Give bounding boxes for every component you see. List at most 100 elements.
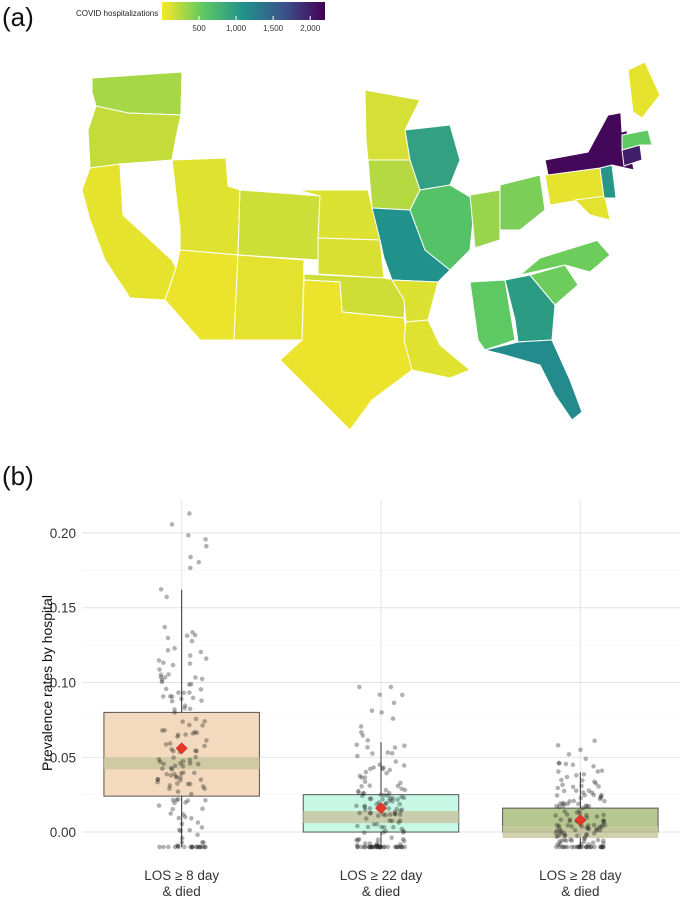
data-point bbox=[369, 844, 375, 850]
data-point bbox=[598, 824, 604, 830]
data-point bbox=[192, 632, 198, 638]
data-point bbox=[195, 761, 201, 767]
data-point bbox=[598, 844, 603, 850]
data-point bbox=[185, 798, 191, 803]
data-point bbox=[578, 795, 584, 801]
data-point bbox=[155, 776, 161, 782]
data-point bbox=[170, 797, 176, 803]
data-point bbox=[168, 773, 174, 778]
data-point bbox=[155, 779, 160, 785]
data-point bbox=[400, 836, 406, 842]
data-point bbox=[178, 771, 184, 776]
data-point bbox=[368, 844, 374, 850]
data-point bbox=[555, 785, 561, 791]
data-point bbox=[584, 844, 590, 850]
data-point bbox=[589, 790, 595, 796]
data-point bbox=[375, 844, 381, 850]
data-point bbox=[397, 812, 403, 817]
data-point bbox=[367, 844, 373, 850]
data-point bbox=[355, 837, 361, 843]
data-point bbox=[580, 805, 586, 811]
data-point bbox=[374, 842, 380, 848]
data-point bbox=[399, 807, 405, 813]
data-point bbox=[169, 694, 175, 699]
data-point bbox=[555, 833, 561, 839]
data-point bbox=[167, 693, 173, 699]
data-point bbox=[175, 789, 181, 795]
data-point bbox=[189, 638, 195, 644]
data-point bbox=[164, 594, 170, 600]
data-point bbox=[398, 808, 403, 814]
data-point bbox=[372, 844, 378, 850]
data-point bbox=[178, 760, 183, 766]
data-point bbox=[392, 844, 398, 850]
state-montana bbox=[196, 71, 309, 139]
data-point bbox=[188, 681, 194, 687]
data-point bbox=[390, 716, 396, 721]
data-point bbox=[185, 781, 191, 787]
data-point bbox=[175, 734, 180, 739]
data-point bbox=[176, 827, 182, 833]
state-illinois bbox=[409, 184, 476, 271]
data-point bbox=[401, 795, 407, 801]
data-point bbox=[374, 841, 380, 846]
data-point bbox=[565, 844, 570, 850]
data-point bbox=[572, 827, 578, 833]
data-point bbox=[194, 844, 200, 850]
data-point bbox=[567, 817, 573, 822]
data-point bbox=[381, 844, 387, 850]
data-point bbox=[556, 769, 561, 774]
data-point bbox=[190, 629, 195, 635]
state-new-mexico bbox=[233, 254, 305, 341]
data-point bbox=[592, 779, 597, 785]
data-point bbox=[366, 844, 372, 850]
state-new-york bbox=[544, 111, 635, 176]
legend-tick-label: 1,500 bbox=[263, 24, 284, 33]
data-point bbox=[370, 844, 376, 850]
data-point bbox=[187, 565, 193, 571]
data-point bbox=[397, 801, 403, 807]
state-colorado bbox=[237, 189, 321, 261]
data-point bbox=[586, 803, 592, 809]
data-point bbox=[402, 787, 408, 793]
x-tick-label: LOS ≥ 28 day & died bbox=[539, 868, 622, 899]
data-point bbox=[202, 797, 208, 803]
data-point bbox=[359, 844, 364, 850]
state-wyoming bbox=[227, 129, 303, 191]
data-point bbox=[367, 841, 373, 846]
data-point bbox=[184, 633, 190, 639]
data-point bbox=[395, 797, 400, 802]
data-point bbox=[579, 778, 585, 783]
data-point bbox=[186, 511, 192, 516]
data-point bbox=[582, 836, 587, 842]
y-tick-label: 0.05 bbox=[50, 750, 76, 765]
data-point bbox=[162, 727, 168, 733]
state-maryland bbox=[573, 195, 611, 221]
data-point bbox=[584, 832, 590, 838]
data-point bbox=[557, 844, 562, 850]
data-point bbox=[594, 826, 600, 832]
data-point bbox=[377, 762, 383, 768]
mean-marker bbox=[574, 814, 587, 827]
data-point bbox=[567, 798, 573, 804]
data-point bbox=[169, 698, 175, 704]
data-point bbox=[194, 844, 200, 850]
data-point bbox=[374, 844, 379, 850]
data-point bbox=[362, 804, 368, 810]
data-point bbox=[170, 806, 176, 812]
data-point bbox=[192, 675, 198, 680]
data-point bbox=[180, 758, 186, 764]
data-point bbox=[186, 722, 192, 728]
data-point bbox=[179, 835, 185, 841]
data-point bbox=[354, 823, 360, 829]
data-point bbox=[190, 844, 195, 850]
data-point bbox=[187, 757, 193, 763]
data-point bbox=[387, 818, 392, 823]
data-point bbox=[553, 844, 559, 850]
data-point bbox=[371, 822, 377, 827]
data-point bbox=[181, 844, 187, 850]
data-point bbox=[179, 840, 185, 845]
data-point bbox=[602, 798, 607, 804]
data-point bbox=[574, 810, 580, 815]
data-point bbox=[360, 733, 366, 738]
